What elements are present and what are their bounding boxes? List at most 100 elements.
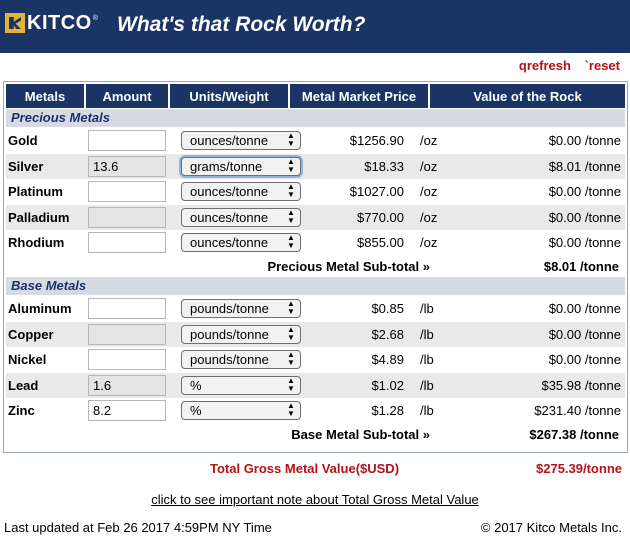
updown-arrows-icon: ▲ ▼ — [287, 207, 295, 225]
unit-select-value: grams/tonne — [190, 158, 263, 174]
important-note-link[interactable]: click to see important note about Total … — [151, 492, 479, 507]
reset-link[interactable]: `reset — [584, 58, 620, 73]
metal-name: Copper — [8, 326, 54, 342]
amount-input[interactable] — [88, 323, 166, 345]
table-row: Rhodium ounces/tonne ▲ ▼ $855.00/oz $0.00 /to… — [6, 230, 625, 255]
unit-select-value: ounces/tonne — [190, 209, 269, 225]
unit-select-value: % — [190, 403, 202, 418]
price-unit: /oz — [420, 158, 438, 174]
unit-select-value: % — [190, 377, 202, 393]
amount-input[interactable]: 1.6 — [88, 374, 166, 396]
page-title: What's that Rock Worth? — [117, 13, 366, 36]
rock-value: $0.00 /tonne — [548, 209, 621, 225]
table-header: Metals Amount Units/Weight Metal Market … — [6, 84, 625, 108]
metal-name: Zinc — [8, 403, 35, 418]
metal-name: Aluminum — [8, 301, 72, 316]
market-price: $1.28 — [371, 403, 404, 418]
unit-select[interactable]: ounces/tonne ▲ ▼ — [181, 182, 301, 201]
market-price: $770.00 — [357, 209, 404, 225]
amount-input[interactable]: 8.2 — [88, 400, 166, 421]
unit-select[interactable]: % ▲ ▼ — [181, 375, 301, 395]
metal-name: Platinum — [8, 184, 63, 199]
rock-value: $231.40 /tonne — [534, 403, 621, 418]
header-price: Metal Market Price — [290, 84, 430, 108]
price-unit: /oz — [420, 235, 438, 250]
base-subtotal: Base Metal Sub-total » $267.38 /tonne — [6, 424, 625, 444]
market-price: $0.85 — [371, 301, 404, 316]
price-unit: /lb — [420, 352, 434, 367]
market-price: $1.02 — [371, 377, 404, 393]
unit-select-value: pounds/tonne — [190, 352, 269, 367]
updown-arrows-icon: ▲ ▼ — [287, 156, 295, 174]
total-gross-value: Total Gross Metal Value($USD) $275.39/to… — [0, 461, 630, 479]
table-row: Gold ounces/tonne ▲ ▼ $1256.90/oz $0.00 /tonn… — [6, 128, 625, 153]
amount-input[interactable] — [88, 206, 166, 228]
updown-arrows-icon: ▲ ▼ — [287, 401, 295, 418]
total-value: $275.39/tonne — [536, 461, 622, 476]
unit-select-value: ounces/tonne — [190, 133, 269, 148]
metal-name: Lead — [8, 377, 39, 393]
kitco-logo[interactable]: KITCO ® — [5, 12, 98, 34]
unit-select[interactable]: pounds/tonne ▲ ▼ — [181, 324, 301, 344]
updown-arrows-icon: ▲ ▼ — [287, 324, 295, 342]
refresh-link[interactable]: qrefresh — [518, 58, 571, 73]
header-metals: Metals — [6, 84, 86, 108]
unit-select-value: pounds/tonne — [190, 326, 269, 342]
calculator-table: Metals Amount Units/Weight Metal Market … — [3, 81, 628, 453]
price-unit: /oz — [420, 133, 438, 148]
metal-name: Palladium — [8, 209, 70, 225]
kitco-logo-icon — [5, 13, 25, 33]
amount-input[interactable] — [88, 232, 166, 253]
section-base-metals: Base Metals — [6, 277, 625, 295]
price-unit: /lb — [420, 377, 434, 393]
price-unit: /lb — [420, 326, 434, 342]
unit-select[interactable]: grams/tonne ▲ ▼ — [181, 156, 301, 176]
amount-input[interactable] — [88, 298, 166, 319]
table-row: Platinum ounces/tonne ▲ ▼ $1027.00/oz $0.00 /… — [6, 179, 625, 204]
unit-select[interactable]: ounces/tonne ▲ ▼ — [181, 131, 301, 150]
metal-name: Rhodium — [8, 235, 65, 250]
rock-value: $0.00 /tonne — [548, 235, 621, 250]
unit-select[interactable]: ounces/tonne ▲ ▼ — [181, 207, 301, 227]
amount-input[interactable] — [88, 349, 166, 370]
base-subtotal-label: Base Metal Sub-total » — [291, 427, 430, 442]
table-row: Silver 13.6 grams/tonne ▲ ▼ $18.33/oz $8.01 /t… — [6, 153, 625, 179]
logo-registered-mark: ® — [92, 14, 98, 22]
unit-select[interactable]: pounds/tonne ▲ ▼ — [181, 299, 301, 318]
amount-input[interactable] — [88, 130, 166, 151]
market-price: $1027.00 — [349, 184, 404, 199]
last-updated: Last updated at Feb 26 2017 4:59PM NY Ti… — [4, 520, 272, 535]
metal-name: Gold — [8, 133, 38, 148]
market-price: $855.00 — [357, 235, 404, 250]
unit-select-value: ounces/tonne — [190, 184, 269, 199]
rock-value: $0.00 /tonne — [548, 301, 621, 316]
market-price: $18.33 — [364, 158, 404, 174]
amount-input[interactable]: 13.6 — [88, 155, 166, 177]
price-unit: /oz — [420, 184, 438, 199]
price-unit: /lb — [420, 301, 434, 316]
updown-arrows-icon: ▲ ▼ — [287, 299, 295, 316]
amount-input[interactable] — [88, 181, 166, 202]
market-price: $4.89 — [371, 352, 404, 367]
market-price: $1256.90 — [349, 133, 404, 148]
header-value: Value of the Rock — [430, 84, 625, 108]
updown-arrows-icon: ▲ ▼ — [287, 233, 295, 250]
note-row: click to see important note about Total … — [0, 492, 630, 507]
market-price: $2.68 — [371, 326, 404, 342]
precious-subtotal: Precious Metal Sub-total » $8.01 /tonne — [6, 256, 625, 276]
unit-select[interactable]: ounces/tonne ▲ ▼ — [181, 233, 301, 252]
table-row: Nickel pounds/tonne ▲ ▼ $4.89/lb $0.00 /tonne — [6, 347, 625, 372]
rock-value: $0.00 /tonne — [548, 133, 621, 148]
metal-name: Nickel — [8, 352, 47, 367]
unit-select[interactable]: pounds/tonne ▲ ▼ — [181, 350, 301, 369]
footer: Last updated at Feb 26 2017 4:59PM NY Ti… — [0, 520, 630, 536]
logo-text: KITCO — [27, 11, 92, 34]
updown-arrows-icon: ▲ ▼ — [287, 182, 295, 199]
table-row: Zinc 8.2% ▲ ▼ $1.28/lb $231.40 /tonne — [6, 398, 625, 423]
base-subtotal-value: $267.38 /tonne — [529, 427, 619, 442]
precious-subtotal-value: $8.01 /tonne — [543, 259, 619, 274]
section-precious-metals: Precious Metals — [6, 109, 625, 127]
unit-select[interactable]: % ▲ ▼ — [181, 401, 301, 420]
table-row: Aluminum pounds/tonne ▲ ▼ $0.85/lb $0.00 /ton… — [6, 296, 625, 321]
metal-name: Silver — [8, 158, 44, 174]
